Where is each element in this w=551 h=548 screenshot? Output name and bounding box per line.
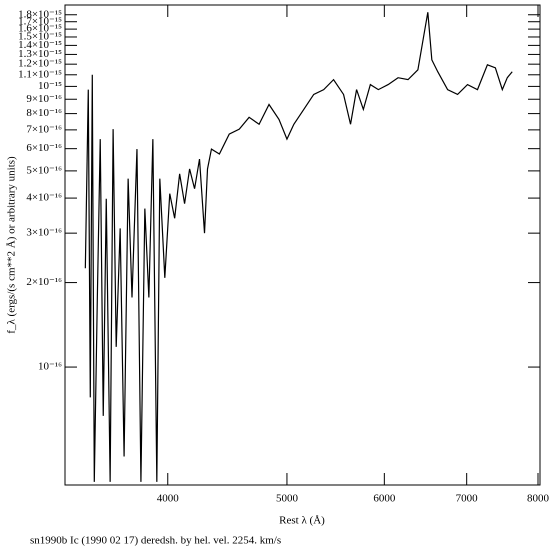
y-tick-label: 1.6×10⁻¹⁵ [18, 23, 62, 35]
y-tick-label: 9×10⁻¹⁶ [26, 93, 62, 105]
y-tick-label: 1.8×10⁻¹⁵ [18, 8, 62, 20]
y-tick-label: 1.4×10⁻¹⁵ [18, 39, 62, 51]
x-tick-label: 7000 [456, 493, 479, 505]
y-tick-label: 2×10⁻¹⁶ [26, 276, 62, 288]
y-tick-label: 1.5×10⁻¹⁵ [18, 31, 62, 43]
y-tick-label: 1.3×10⁻¹⁵ [18, 48, 62, 60]
y-tick-label: 4×10⁻¹⁶ [26, 192, 62, 204]
caption: sn1990b Ic (1990 02 17) deredsh. by hel.… [30, 535, 281, 547]
x-tick-label: 8000 [527, 493, 550, 505]
x-tick-label: 5000 [276, 493, 299, 505]
y-tick-label: 10⁻¹⁵ [38, 80, 62, 92]
x-axis-label: Rest λ (Å) [279, 515, 325, 527]
spectrum-line [84, 12, 513, 482]
y-tick-label: 7×10⁻¹⁶ [26, 123, 62, 135]
y-tick-label: 1.1×10⁻¹⁵ [18, 68, 62, 80]
y-axis-label: f_λ (ergs/(s cm**2 Å) or arbitrary units… [6, 156, 18, 334]
y-tick-label: 1.7×10⁻¹⁵ [18, 15, 62, 27]
y-tick-label: 1.2×10⁻¹⁵ [18, 58, 62, 70]
y-tick-label: 10⁻¹⁶ [38, 361, 62, 373]
x-tick-label: 4000 [157, 493, 180, 505]
y-tick-label: 8×10⁻¹⁶ [26, 107, 62, 119]
y-tick-label: 6×10⁻¹⁶ [26, 142, 62, 154]
x-tick-label: 6000 [373, 493, 396, 505]
y-tick-label: 5×10⁻¹⁶ [26, 164, 62, 176]
plot-frame [64, 4, 541, 486]
y-tick-label: 3×10⁻¹⁶ [26, 227, 62, 239]
